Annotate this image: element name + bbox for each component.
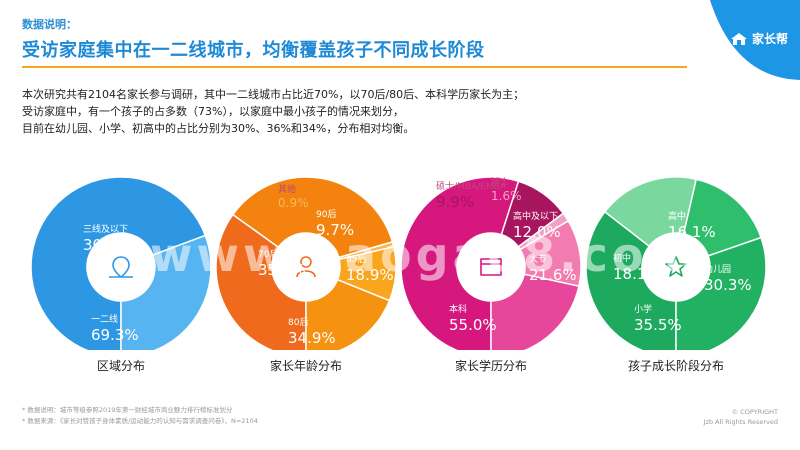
footnote: * 数据来源：《家长对赞孩子身体素质/运动能力的认知与需求调查问卷》，N=210… xyxy=(22,417,258,425)
brand-name: 家长帮 xyxy=(751,32,788,46)
slice-value: 18.9% xyxy=(346,266,394,284)
donut-slice xyxy=(120,234,212,350)
slice-label: 本科 xyxy=(449,303,467,315)
slice-label: 80后 xyxy=(288,317,308,328)
chart-title-age: 家长年龄分布 xyxy=(269,359,342,373)
slice-value: 12.0% xyxy=(513,223,561,241)
slice-label: 高中及以下 xyxy=(513,210,558,222)
donut-slice xyxy=(30,176,207,350)
slice-label: 硕士/MBA/EMBA xyxy=(436,180,507,192)
slice-value: 9.9% xyxy=(436,193,474,211)
slice-value: 21.6% xyxy=(529,266,577,284)
description-line: 受访家庭中，有一个孩子的占多数（73%），以家庭中最小孩子的情况来划分， xyxy=(22,105,404,118)
slice-value: 35.6% xyxy=(258,261,306,279)
person-icon xyxy=(296,256,316,278)
section-kicker: 数据说明： xyxy=(22,18,77,31)
chart-title-stage: 孩子成长阶段分布 xyxy=(627,359,724,373)
donut-slice xyxy=(231,176,394,259)
slice-label: 其他 xyxy=(278,183,296,195)
slice-label: 小学 xyxy=(634,303,652,315)
slice-value: 30.3% xyxy=(704,276,752,294)
description-line: 本次研究共有2104名家长参与调研，其中一二线城市占比近70%，以70后/80后… xyxy=(22,88,525,101)
brand-logo: 家长帮 xyxy=(730,30,788,47)
donut-hole xyxy=(88,234,154,300)
slice-label: 高中 xyxy=(668,210,686,222)
footnote: * 数据说明：城市等级参照2019年第一财经城市商业魅力排行榜标准划分 xyxy=(22,406,233,414)
house-icon xyxy=(730,32,747,45)
slice-value: 55.0% xyxy=(449,316,497,334)
slice-label: 70后 xyxy=(258,249,278,260)
book-icon xyxy=(480,258,502,276)
slice-label: 一二线 xyxy=(91,313,118,325)
donut-slice xyxy=(675,236,767,350)
donut-slice xyxy=(490,273,580,350)
slice-label: 大专 xyxy=(529,253,547,265)
copyright-line: © COPYRIGHT xyxy=(731,408,778,416)
slice-value: 18.1% xyxy=(613,265,661,283)
donut-slice xyxy=(305,278,391,350)
donut-slice xyxy=(400,176,520,350)
description: 本次研究共有2104名家长参与调研，其中一二线城市占比近70%，以70后/80后… xyxy=(22,86,524,137)
copyright: © COPYRIGHT Jzb All Rights Reserved xyxy=(704,407,778,427)
donut-hole xyxy=(643,234,709,300)
slice-label: 幼儿园 xyxy=(704,263,731,275)
location-pin-icon xyxy=(109,256,133,278)
page-title: 受访家庭集中在一二线城市，均衡覆盖孩子不同成长阶段 xyxy=(22,40,485,61)
slice-label: 初中 xyxy=(613,252,631,264)
star-icon xyxy=(665,256,687,277)
brand-corner-shape xyxy=(710,0,800,80)
donut-hole xyxy=(458,234,524,300)
slice-value: 34.9% xyxy=(288,329,336,347)
slice-value: 69.3% xyxy=(91,326,139,344)
slice-value: 9.7% xyxy=(316,221,354,239)
slice-value: 35.5% xyxy=(634,316,682,334)
donut-slice xyxy=(585,210,677,350)
slice-value: 30.7% xyxy=(83,236,131,254)
slice-label: 85后 xyxy=(346,254,366,265)
slice-label: 90后 xyxy=(316,209,336,220)
donut-slice xyxy=(603,176,698,248)
copyright-line: Jzb All Rights Reserved xyxy=(703,418,778,426)
footnotes: * 数据说明：城市等级参照2019年第一财经城市商业魅力排行榜标准划分 * 数据… xyxy=(22,405,258,427)
slice-value: 0.9% xyxy=(278,196,309,210)
brand-corner xyxy=(710,0,800,80)
slice-label: 博士 xyxy=(491,176,509,188)
donut-slice xyxy=(215,213,307,350)
chart-title-education: 家长学历分布 xyxy=(454,359,527,373)
description-line: 目前在幼儿园、小学、初高中的占比分别为30%、36%和34%，分布相对均衡。 xyxy=(22,122,415,135)
slice-label: 三线及以下 xyxy=(83,223,128,235)
slice-value: 16.1% xyxy=(668,223,716,241)
title-divider xyxy=(22,66,687,68)
slice-value: 1.6% xyxy=(491,189,522,203)
chart-title-region: 区域分布 xyxy=(96,359,145,373)
